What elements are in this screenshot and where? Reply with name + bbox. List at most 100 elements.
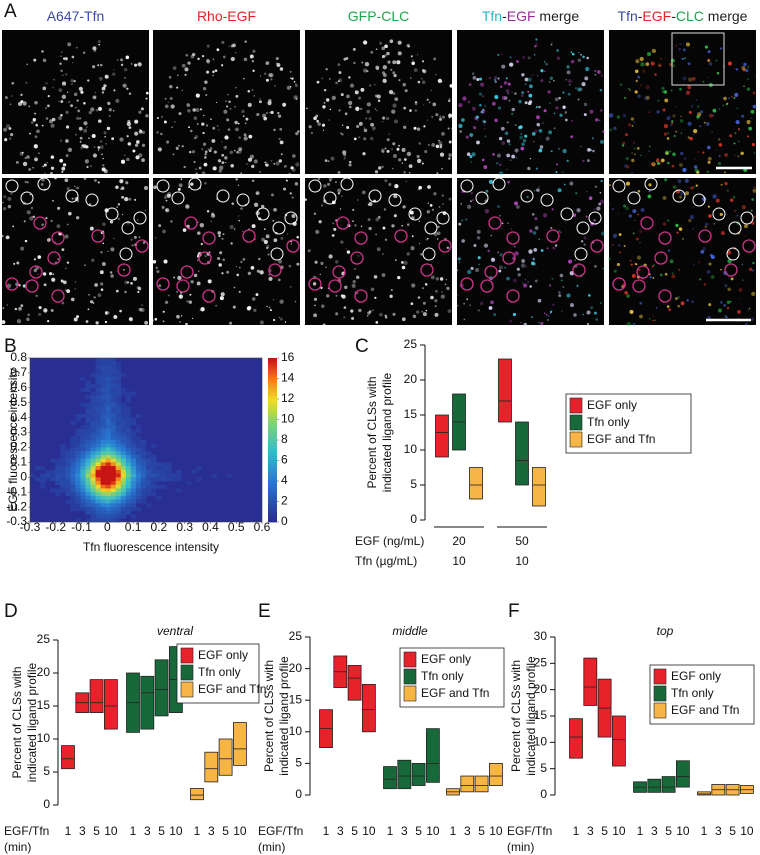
speckle — [531, 74, 533, 76]
speckle — [609, 203, 611, 206]
colorbar-segment — [268, 478, 277, 482]
legend-label: EGF and Tfn — [671, 703, 739, 717]
heatmap-cell — [85, 402, 91, 407]
heatmap-cell — [95, 436, 101, 441]
speckle — [734, 154, 737, 157]
speckle — [249, 54, 254, 59]
speckle — [316, 119, 319, 123]
speckle — [693, 165, 698, 169]
colorbar-segment — [268, 461, 277, 465]
annotation-circle — [506, 231, 520, 245]
speckle — [115, 185, 119, 189]
speckle — [402, 83, 406, 87]
heatmap-cell — [125, 499, 132, 504]
heatmap-cell — [80, 447, 86, 452]
speckle — [22, 101, 27, 106]
speckle — [753, 152, 756, 154]
y-tick-label: 0.6 — [10, 380, 27, 394]
heatmap-cell — [85, 518, 91, 523]
speckle — [174, 121, 176, 123]
speckle — [26, 317, 30, 322]
heatmap-cell — [120, 451, 127, 456]
speckle — [251, 297, 256, 301]
speckle — [481, 109, 486, 114]
speckle — [113, 314, 118, 319]
speckle — [220, 292, 225, 297]
speckle — [134, 198, 137, 201]
annotation-circle — [420, 263, 434, 277]
speckle — [527, 56, 531, 60]
speckle — [189, 293, 192, 296]
annotation-circle — [236, 193, 250, 207]
speckle — [44, 172, 46, 174]
speckle — [383, 73, 387, 77]
heatmap-cell — [156, 477, 162, 482]
annotation-circle — [712, 207, 726, 221]
speckle — [284, 321, 287, 323]
colorbar-segment — [268, 437, 277, 441]
speckle — [199, 223, 204, 228]
heatmap-cell — [105, 410, 111, 415]
speckle — [509, 159, 512, 162]
heatmap-cell — [110, 436, 117, 441]
heatmap-cell — [90, 462, 96, 467]
heatmap-cell — [80, 462, 86, 467]
speckle — [277, 114, 282, 118]
speckle — [693, 128, 698, 134]
speckle — [204, 150, 208, 154]
box — [218, 738, 233, 776]
speckle — [267, 253, 270, 256]
speckle — [458, 123, 463, 129]
speckle — [515, 204, 520, 209]
speckle — [461, 191, 463, 193]
speckle — [476, 229, 481, 234]
speckle — [102, 157, 104, 160]
speckle — [681, 57, 684, 61]
heatmap-cell — [100, 507, 106, 512]
speckle — [71, 83, 73, 85]
speckle — [41, 223, 45, 227]
speckle — [255, 293, 259, 297]
speckle — [375, 321, 379, 324]
speckle — [50, 166, 55, 170]
speckle — [58, 116, 62, 120]
speckle — [555, 106, 559, 110]
speckle — [582, 313, 584, 316]
speckle — [624, 291, 628, 295]
heatmap-cell — [90, 413, 96, 418]
speckle — [206, 44, 210, 48]
speckle — [491, 101, 496, 106]
speckle — [479, 104, 482, 107]
heatmap-cell — [90, 466, 96, 471]
micrograph — [305, 30, 452, 174]
speckle — [140, 107, 144, 111]
speckle — [534, 44, 537, 48]
speckle — [348, 100, 353, 106]
speckle — [594, 185, 598, 188]
speckle — [139, 128, 141, 131]
speckle — [461, 118, 465, 122]
speckle — [439, 152, 445, 157]
heatmap-cell — [105, 421, 111, 426]
x-tick-label: 1 — [65, 824, 72, 838]
speckle — [202, 87, 207, 91]
heatmap-cell — [60, 484, 66, 489]
speckle — [216, 125, 219, 127]
x-tick-label: 0 — [104, 520, 111, 534]
heatmap-cell — [55, 458, 61, 463]
speckle — [710, 275, 715, 279]
heatmap-cell — [120, 507, 127, 512]
speckle — [75, 116, 80, 121]
speckle — [293, 81, 296, 83]
speckle — [529, 285, 532, 288]
heatmap-cell — [130, 514, 137, 519]
speckle — [351, 316, 355, 320]
speckle — [654, 319, 656, 321]
annotation-circle — [644, 177, 658, 191]
speckle — [494, 80, 497, 84]
speckle — [201, 171, 206, 175]
speckle — [246, 306, 251, 311]
speckle — [666, 219, 670, 222]
speckle — [370, 51, 374, 54]
speckle — [593, 218, 596, 222]
